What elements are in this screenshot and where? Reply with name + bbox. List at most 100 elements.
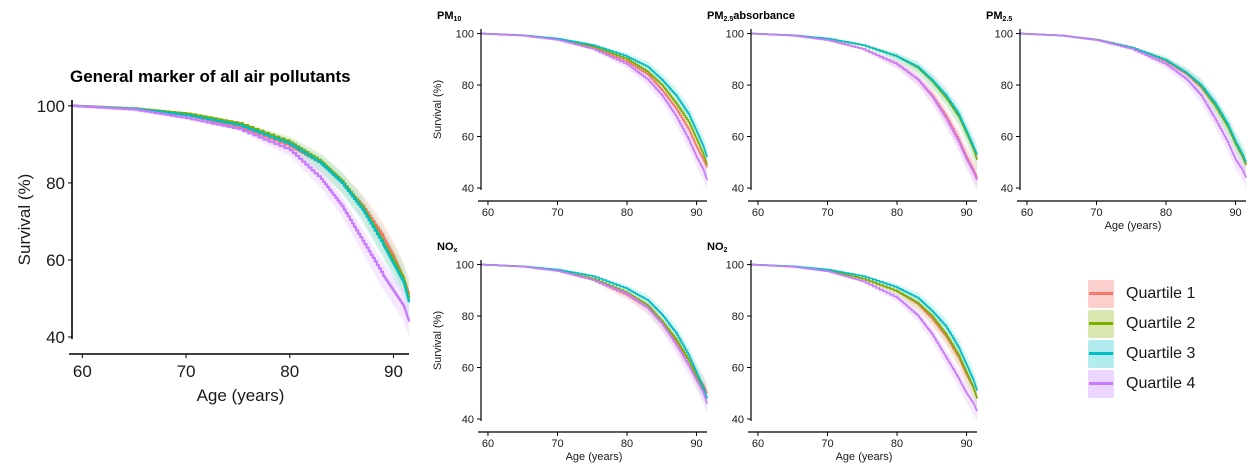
x-tick-label: 90: [384, 362, 403, 381]
x-tick-label: 90: [1229, 207, 1241, 219]
panel-pm10: 40 60 80 100 60 70 80 90 Survival (%) PM10: [432, 10, 708, 219]
legend-label: Quartile 4: [1126, 375, 1196, 392]
y-tick-label: 60: [462, 131, 474, 143]
x-tick-label: 60: [1021, 207, 1033, 219]
y-tick-label: 100: [726, 28, 744, 40]
panel-title: PM2.5: [986, 10, 1012, 23]
ci-band: [751, 263, 977, 402]
ci-band: [481, 32, 707, 168]
x-tick-label: 60: [482, 438, 494, 450]
x-tick-label: 60: [752, 207, 764, 219]
y-tick-label: 80: [732, 80, 744, 92]
x-tick-label: 70: [821, 438, 833, 450]
y-tick-label: 40: [462, 414, 474, 426]
legend-item-quartile-2: Quartile 2: [1088, 310, 1228, 340]
y-axis-label: Survival (%): [432, 80, 444, 139]
ci-band: [751, 32, 977, 171]
y-tick-label: 100: [456, 28, 474, 40]
legend-item-quartile-1: Quartile 1: [1088, 280, 1228, 310]
x-tick-label: 90: [960, 207, 972, 219]
ci-band: [72, 104, 409, 315]
y-tick-label: 60: [1001, 131, 1013, 143]
x-tick-label: 70: [177, 362, 196, 381]
panel-main: 40 60 80 100 60 70 80 90 Age (years) Survival (%)…: [15, 67, 411, 405]
survival-line-quartile-3: [72, 104, 411, 303]
legend-label: Quartile 2: [1126, 315, 1196, 332]
panel-pm25: 40 60 80 100 60 70 80 90 Age (years) PM2.5: [986, 10, 1247, 232]
legend-label: Quartile 1: [1126, 285, 1196, 302]
survival-line-quartile-3: [751, 32, 978, 155]
y-tick-label: 80: [1001, 80, 1013, 92]
survival-line-quartile-4: [751, 32, 978, 181]
y-tick-label: 40: [46, 328, 65, 347]
y-tick-label: 40: [732, 183, 744, 195]
panel-title: NOx: [437, 241, 458, 254]
x-tick-label: 80: [621, 438, 633, 450]
x-tick-label: 70: [821, 207, 833, 219]
panel-pm25abs: 40 60 80 100 60 70 80 90 PM2.5absorbance: [707, 10, 978, 219]
x-tick-label: 80: [621, 207, 633, 219]
y-tick-label: 60: [462, 362, 474, 374]
x-axis-label: Age (years): [566, 451, 623, 463]
y-tick-label: 100: [995, 28, 1013, 40]
panel-title: General marker of all air pollutants: [70, 67, 351, 86]
y-tick-label: 40: [732, 414, 744, 426]
y-tick-label: 100: [726, 259, 744, 271]
x-tick-label: 60: [752, 438, 764, 450]
y-tick-label: 80: [462, 80, 474, 92]
x-tick-label: 70: [551, 438, 563, 450]
survival-line-quartile-4: [751, 263, 978, 412]
ci-band: [1020, 32, 1246, 189]
survival-line-quartile-3: [751, 263, 978, 391]
survival-line-quartile-3: [1020, 32, 1247, 163]
ci-band: [72, 104, 409, 338]
survival-line-quartile-3: [481, 32, 708, 158]
y-axis-label: Survival (%): [15, 174, 34, 266]
y-tick-label: 40: [462, 183, 474, 195]
x-tick-label: 80: [891, 207, 903, 219]
ci-band: [72, 104, 409, 318]
x-tick-label: 90: [960, 438, 972, 450]
survival-line-quartile-3: [481, 263, 708, 399]
ci-band: [751, 263, 977, 422]
survival-line-quartile-4: [72, 104, 411, 322]
legend-key: [1088, 310, 1114, 338]
y-tick-label: 60: [732, 131, 744, 143]
y-tick-label: 100: [456, 259, 474, 271]
y-tick-label: 80: [46, 174, 65, 193]
panel-title: PM10: [437, 10, 461, 23]
x-tick-label: 90: [690, 207, 702, 219]
y-tick-label: 80: [462, 311, 474, 323]
legend-key: [1088, 370, 1114, 398]
x-tick-label: 90: [690, 438, 702, 450]
legend-key: [1088, 340, 1114, 368]
survival-line-quartile-1: [751, 263, 978, 399]
x-axis-label: Age (years): [836, 451, 893, 463]
ci-band: [751, 263, 977, 409]
x-tick-label: 80: [1160, 207, 1172, 219]
survival-line-quartile-2: [481, 32, 708, 165]
legend-key: [1088, 280, 1114, 308]
x-tick-label: 60: [482, 207, 494, 219]
legend-item-quartile-3: Quartile 3: [1088, 340, 1228, 370]
ci-band: [481, 263, 707, 409]
x-axis-label: Age (years): [197, 386, 285, 405]
survival-line-quartile-4: [1020, 32, 1247, 178]
x-tick-label: 70: [1090, 207, 1102, 219]
panel-title: NO2: [707, 241, 728, 254]
x-axis-label: Age (years): [1105, 220, 1162, 232]
panel-title: PM2.5absorbance: [707, 10, 795, 23]
survival-line-quartile-4: [481, 263, 708, 404]
y-tick-label: 60: [46, 251, 65, 270]
panel-nox: 40 60 80 100 60 70 80 90 Age (years) Survival (%)…: [432, 241, 708, 463]
x-tick-label: 60: [73, 362, 92, 381]
legend: Quartile 1 Quartile 2 Quartile 3 Quartil…: [1088, 280, 1228, 400]
survival-line-quartile-4: [481, 32, 708, 181]
panel-no2: 40 60 80 100 60 70 80 90 Age (years) NO2: [707, 241, 978, 463]
y-tick-label: 80: [732, 311, 744, 323]
x-tick-label: 70: [551, 207, 563, 219]
x-tick-label: 80: [891, 438, 903, 450]
y-tick-label: 100: [37, 97, 65, 116]
ci-band: [751, 32, 977, 165]
